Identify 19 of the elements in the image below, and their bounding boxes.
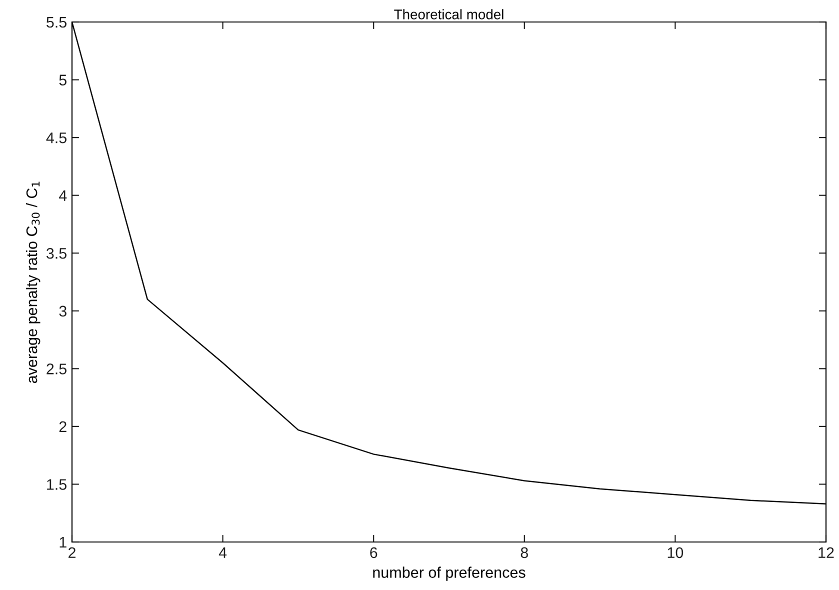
y-tick-label: 4 — [58, 190, 67, 201]
y-tick-label: 5 — [59, 74, 66, 86]
x-tick-label: 2 — [68, 547, 76, 558]
x-tick-label: 12 — [818, 547, 834, 558]
y-tick-label: 2.5 — [46, 364, 66, 374]
y-tick-label: 3 — [59, 306, 66, 317]
y-tick-label: 2 — [59, 421, 66, 432]
x-axis-title: number of preferences — [373, 566, 526, 581]
x-tick-label: 4 — [218, 547, 227, 558]
chart-title: Theoretical model — [394, 9, 504, 20]
y-tick-label: 1 — [60, 537, 66, 548]
x-tick-label: 6 — [370, 547, 378, 558]
y-axis-title: average penalty ratio C$_{30}$ / C$_{1}$ — [26, 182, 40, 384]
x-tick-label: 10 — [668, 547, 684, 558]
y-tick-label: 4.5 — [46, 132, 66, 144]
y-tick-label: 5.5 — [46, 17, 66, 28]
y-tick-label: 1.5 — [47, 479, 66, 490]
y-tick-label: 3.5 — [46, 248, 66, 259]
x-tick-label: 8 — [520, 547, 528, 558]
